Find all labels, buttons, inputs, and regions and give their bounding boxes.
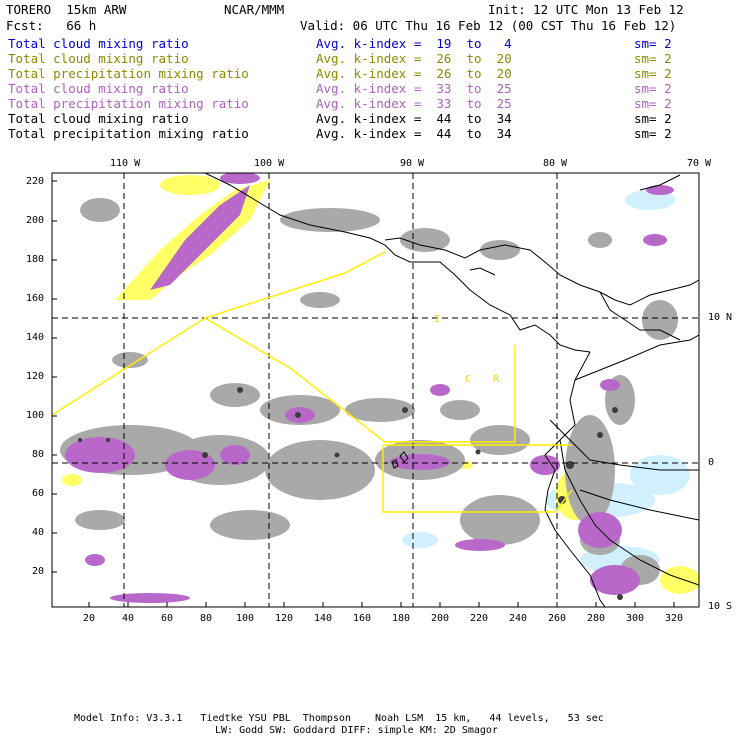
lon-label-100w: 100 W — [254, 158, 285, 169]
legend-smoothing: sm= 2 — [634, 66, 672, 81]
bottom-ticks — [88, 602, 675, 607]
lat-lon-grid — [52, 173, 699, 607]
legend-k-index: Avg. k-index = 19 to 4 — [316, 36, 512, 51]
map-label-r: R — [493, 374, 500, 385]
y-tick-label: 200 — [26, 215, 45, 226]
y-tick-label: 40 — [32, 527, 45, 538]
x-tick-label: 200 — [431, 613, 450, 624]
legend-field-label: Total cloud mixing ratio — [8, 51, 189, 66]
x-tick-label: 80 — [200, 613, 213, 624]
forecast-hour: Fcst: 66 h — [6, 18, 97, 33]
y-tick-label: 180 — [26, 254, 45, 265]
lat-label-10s: 10 S — [708, 601, 733, 612]
lat-label-10n: 10 N — [708, 312, 733, 323]
x-tick-label: 160 — [353, 613, 372, 624]
dark-cloud-cores — [78, 387, 623, 600]
x-tick-label: 180 — [392, 613, 411, 624]
x-tick-label: 140 — [314, 613, 333, 624]
map-label-i: I — [434, 314, 441, 325]
init-time: Init: 12 UTC Mon 13 Feb 12 — [488, 2, 684, 17]
legend-field-label: Total precipitation mixing ratio — [8, 126, 249, 141]
legend-field-label: Total cloud mixing ratio — [8, 36, 189, 51]
legend-smoothing: sm= 2 — [634, 36, 672, 51]
legend-field-label: Total cloud mixing ratio — [8, 81, 189, 96]
legend-smoothing: sm= 2 — [634, 126, 672, 141]
y-tick-label: 100 — [26, 410, 45, 421]
y-tick-label: 140 — [26, 332, 45, 343]
map-label-c: C — [465, 374, 472, 385]
lon-label-70w: 70 W — [687, 158, 712, 169]
organization-label: NCAR/MMM — [224, 2, 285, 17]
legend-smoothing: sm= 2 — [634, 81, 672, 96]
model-title: TORERO 15km ARW — [6, 2, 127, 17]
valid-time: Valid: 06 UTC Thu 16 Feb 12 (00 CST Thu … — [300, 18, 677, 33]
y-tick-label: 160 — [26, 293, 45, 304]
map-frame — [51, 172, 700, 608]
y-tick-label: 60 — [32, 488, 45, 499]
footer-physics-info: LW: Godd SW: Goddard DIFF: simple KM: 2D… — [215, 725, 498, 736]
lon-label-90w: 90 W — [400, 158, 425, 169]
legend-k-index: Avg. k-index = 44 to 34 — [316, 126, 512, 141]
y-tick-label: 80 — [32, 449, 45, 460]
legend-k-index: Avg. k-index = 33 to 25 — [316, 96, 512, 111]
legend-field-label: Total precipitation mixing ratio — [8, 96, 249, 111]
x-tick-label: 280 — [587, 613, 606, 624]
x-tick-label: 220 — [470, 613, 489, 624]
legend-k-index: Avg. k-index = 26 to 20 — [316, 51, 512, 66]
lon-label-80w: 80 W — [543, 158, 568, 169]
left-ticks — [52, 180, 57, 573]
coastlines — [204, 173, 699, 607]
purple-precip-field — [65, 173, 674, 603]
x-tick-label: 100 — [236, 613, 255, 624]
x-tick-label: 40 — [122, 613, 135, 624]
y-tick-label: 20 — [32, 566, 45, 577]
legend-smoothing: sm= 2 — [634, 96, 672, 111]
lat-label-0: 0 — [708, 457, 715, 468]
legend-smoothing: sm= 2 — [634, 111, 672, 126]
footer-model-info: Model Info: V3.3.1 Tiedtke YSU PBL Thomp… — [74, 713, 604, 724]
y-tick-label: 220 — [26, 176, 45, 187]
y-tick-label: 120 — [26, 371, 45, 382]
x-tick-label: 120 — [275, 613, 294, 624]
legend-field-label: Total precipitation mixing ratio — [8, 66, 249, 81]
x-tick-label: 320 — [665, 613, 684, 624]
x-tick-label: 240 — [509, 613, 528, 624]
x-tick-label: 260 — [548, 613, 567, 624]
legend-k-index: Avg. k-index = 33 to 25 — [316, 81, 512, 96]
legend-k-index: Avg. k-index = 44 to 34 — [316, 111, 512, 126]
x-tick-label: 300 — [626, 613, 645, 624]
legend-smoothing: sm= 2 — [634, 51, 672, 66]
domain-outline — [52, 251, 573, 513]
lon-label-110w: 110 W — [110, 158, 141, 169]
x-tick-label: 60 — [161, 613, 174, 624]
legend-field-label: Total cloud mixing ratio — [8, 111, 189, 126]
x-tick-label: 20 — [83, 613, 96, 624]
legend-k-index: Avg. k-index = 26 to 20 — [316, 66, 512, 81]
